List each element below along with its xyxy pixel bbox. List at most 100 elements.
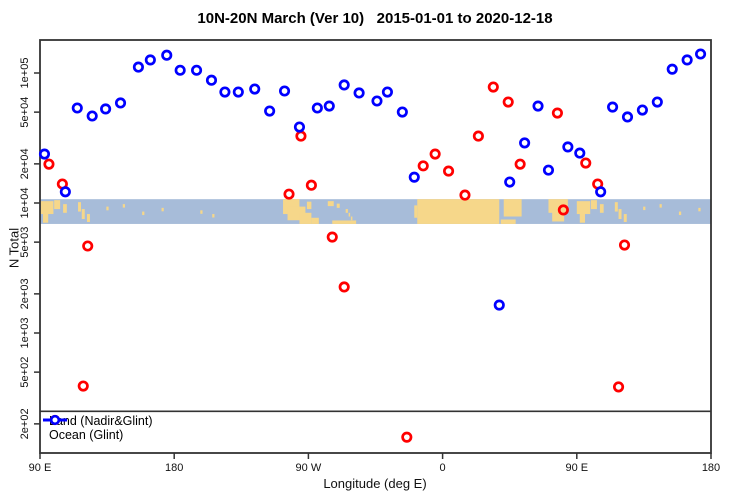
map-band-land [614,202,618,212]
data-point-land [326,231,338,243]
map-band-land [548,199,568,213]
map-band-land [306,201,312,210]
map-band-land [576,201,591,215]
data-point-land [557,204,569,216]
plot-border [39,39,712,454]
y-tick-label: 5e+04 [19,97,31,128]
data-point-land [487,81,499,93]
map-band-land [579,212,586,223]
legend-key-ocean [43,414,67,426]
data-point-land [459,189,471,201]
data-point-ocean [542,164,555,176]
map-band-land [122,204,125,208]
map-band-land [63,204,67,213]
data-point-ocean [621,111,634,123]
map-band-land [623,214,627,222]
data-point-ocean [651,96,663,108]
data-point-ocean [493,299,505,311]
x-tick-label: 180 [702,462,720,474]
data-point-land [305,179,317,191]
map-band-land [332,220,357,224]
data-point-ocean [595,186,607,198]
data-point-ocean [371,95,383,107]
data-point-land [618,239,631,251]
x-axis-title: Longitude (deg E) [323,476,427,491]
data-point-ocean [174,64,186,76]
map-band-land [106,206,109,211]
data-point-ocean [249,83,261,95]
legend: Land (Nadir&Glint) Ocean (Glint) [42,414,153,442]
data-point-ocean [323,100,335,112]
map-band-land [299,212,312,224]
data-point-ocean [408,171,420,183]
chart-title: 10N-20N March (Ver 10) 2015-01-01 to 202… [197,10,553,27]
map-band-land [698,207,701,212]
data-point-land [338,281,350,293]
data-point-ocean [71,102,83,114]
x-tick-label: 90 E [29,462,52,474]
data-point-ocean [311,102,323,114]
data-point-ocean [681,54,693,66]
map-band-land [54,200,61,210]
legend-label-ocean: Ocean (Glint) [49,428,124,442]
map-band-land [336,203,340,208]
y-tick-label: 2e+02 [19,408,31,439]
data-point-ocean [100,103,112,115]
data-point-ocean [353,87,365,99]
data-point-land [283,188,295,200]
x-tick-label: 90 W [296,462,322,474]
data-point-land [502,96,514,108]
x-tick-label: 0 [440,462,446,474]
data-point-ocean [86,110,98,122]
map-band-land [161,207,164,212]
data-point-ocean [232,86,244,98]
data-point-ocean [114,97,127,109]
data-point-ocean [205,74,218,86]
data-point-ocean [293,121,306,133]
y-axis-title: N Total [6,227,22,269]
data-point-ocean [38,148,51,160]
data-point-ocean [636,104,648,116]
map-band-land [599,204,604,213]
data-point-land [472,130,484,142]
map-band-land [327,201,334,207]
x-tick-label: 90 E [565,462,588,474]
y-tick-label: 5e+03 [19,227,31,258]
data-point-ocean [504,176,516,188]
map-band-land [659,204,662,208]
data-point-ocean [381,86,393,98]
data-point-land [82,240,94,252]
map-band-land [345,209,348,213]
y-tick-label: 1e+03 [19,318,31,349]
data-point-ocean [219,86,231,98]
map-band-land [348,212,351,217]
data-point-ocean [161,49,173,61]
data-point-land [43,158,55,170]
data-point-ocean [666,63,678,75]
data-point-ocean [338,79,350,91]
map-band-land [86,214,90,222]
data-point-ocean [144,54,156,66]
data-point-land [551,107,563,119]
data-point-ocean [695,48,707,60]
map-band-land [81,209,85,219]
data-point-ocean [278,85,291,97]
map-band-land [350,216,353,221]
map-band-land [414,205,418,218]
x-tick-label: 180 [165,462,183,474]
data-point-land [613,381,625,393]
data-point-ocean [574,147,586,159]
map-band-land [590,200,597,210]
data-point-land [295,130,307,142]
map-band-ocean [40,199,711,224]
data-point-ocean [59,186,71,198]
data-point-ocean [519,137,531,149]
map-band-land [643,206,646,211]
y-tick-label: 1e+04 [19,188,31,219]
map-band-land [552,211,565,222]
map-band-land [78,202,82,212]
data-point-ocean [264,105,276,117]
legend-item-ocean: Ocean (Glint) [42,414,153,442]
